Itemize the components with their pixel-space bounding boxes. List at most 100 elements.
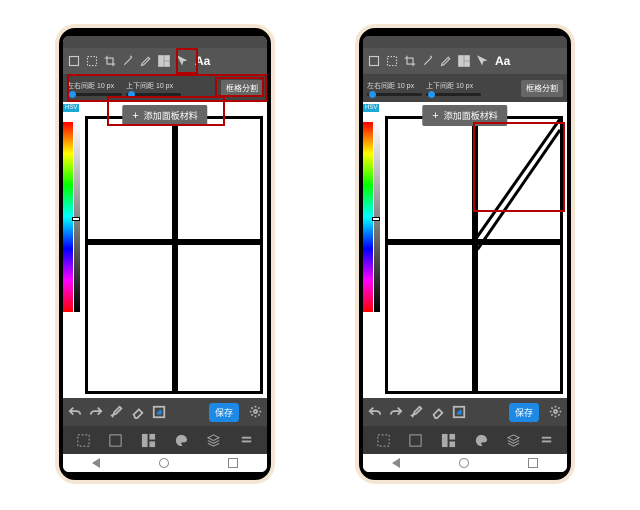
v-spacing-label: 上下间距 10 px xyxy=(426,81,481,91)
vertical-split xyxy=(172,119,178,391)
layers-icon[interactable] xyxy=(367,54,381,68)
phone-left: Aa 左右间距 10 px 上下间距 10 px 框格分割 HSV xyxy=(55,24,275,484)
settings-icon[interactable] xyxy=(249,405,263,419)
nav-recent-icon[interactable] xyxy=(228,458,238,468)
status-bar xyxy=(63,36,267,48)
brush-icon[interactable] xyxy=(109,405,124,420)
crop-icon[interactable] xyxy=(403,54,417,68)
h-spacing-group: 左右间距 10 px xyxy=(367,81,422,96)
layers2-icon[interactable] xyxy=(206,432,222,448)
settings-icon[interactable] xyxy=(549,405,563,419)
v-spacing-slider[interactable] xyxy=(126,93,181,96)
grid-split-button[interactable]: 框格分割 xyxy=(521,80,563,97)
palette-icon[interactable] xyxy=(473,432,489,448)
comic-grid[interactable] xyxy=(85,116,263,394)
bottom-bar-2 xyxy=(363,426,567,454)
panel-icon[interactable] xyxy=(141,432,157,448)
marquee-icon[interactable] xyxy=(385,54,399,68)
eraser-icon[interactable] xyxy=(130,405,145,420)
more-icon[interactable] xyxy=(239,432,255,448)
hsv-label: HSV xyxy=(363,104,379,112)
pen-icon[interactable] xyxy=(439,54,453,68)
v-spacing-label: 上下间距 10 px xyxy=(126,81,181,91)
shape-tool-icon[interactable] xyxy=(108,432,124,448)
text-tool[interactable]: Aa xyxy=(495,54,510,68)
add-panel-label: 添加面板材料 xyxy=(144,109,198,122)
text-tool[interactable]: Aa xyxy=(195,54,210,68)
slider-thumb[interactable] xyxy=(69,91,76,98)
canvas-area[interactable]: HSV xyxy=(63,102,267,398)
undo-icon[interactable] xyxy=(67,405,82,420)
panel-tool-icon[interactable] xyxy=(457,54,471,68)
layers2-icon[interactable] xyxy=(506,432,522,448)
screen-left: Aa 左右间距 10 px 上下间距 10 px 框格分割 HSV xyxy=(63,36,267,472)
brush-icon[interactable] xyxy=(409,405,424,420)
shape-tool-icon[interactable] xyxy=(408,432,424,448)
save-button[interactable]: 保存 xyxy=(509,403,539,422)
grid-split-button[interactable]: 框格分割 xyxy=(221,80,263,97)
layers-icon[interactable] xyxy=(67,54,81,68)
h-spacing-label: 左右间距 10 px xyxy=(67,81,122,91)
slider-bar: 左右间距 10 px 上下间距 10 px 框格分割 xyxy=(363,74,567,102)
pen-icon[interactable] xyxy=(139,54,153,68)
phone-notch xyxy=(140,30,190,36)
add-panel-button[interactable]: + 添加面板材料 xyxy=(122,105,207,126)
h-spacing-slider[interactable] xyxy=(367,93,422,96)
slider-thumb[interactable] xyxy=(428,91,435,98)
v-spacing-slider[interactable] xyxy=(426,93,481,96)
panel-icon[interactable] xyxy=(441,432,457,448)
nav-recent-icon[interactable] xyxy=(528,458,538,468)
slider-thumb[interactable] xyxy=(128,91,135,98)
select-tool-icon[interactable] xyxy=(375,432,391,448)
v-spacing-group: 上下间距 10 px xyxy=(426,81,481,96)
slider-thumb[interactable] xyxy=(369,91,376,98)
diagonal-split xyxy=(388,119,560,391)
lightness-bar[interactable] xyxy=(74,122,80,312)
nav-back-icon[interactable] xyxy=(392,458,400,468)
more-icon[interactable] xyxy=(539,432,555,448)
lightness-marker[interactable] xyxy=(372,217,380,221)
h-spacing-slider[interactable] xyxy=(67,93,122,96)
plus-icon: + xyxy=(432,110,438,122)
nav-home-icon[interactable] xyxy=(159,458,169,468)
lightness-bar[interactable] xyxy=(374,122,380,312)
palette-icon[interactable] xyxy=(173,432,189,448)
wand-icon[interactable] xyxy=(421,54,435,68)
color-panel xyxy=(363,112,380,312)
panel-tool-icon[interactable] xyxy=(157,54,171,68)
bottom-bar-2 xyxy=(63,426,267,454)
marquee-icon[interactable] xyxy=(85,54,99,68)
nav-back-icon[interactable] xyxy=(92,458,100,468)
plus-icon: + xyxy=(132,110,138,122)
screen-right: Aa 左右间距 10 px 上下间距 10 px 框格分割 HSV xyxy=(363,36,567,472)
add-panel-label: 添加面板材料 xyxy=(444,109,498,122)
cursor-icon[interactable] xyxy=(175,54,189,68)
android-nav xyxy=(363,454,567,472)
hsv-label: HSV xyxy=(63,104,79,112)
select-tool-icon[interactable] xyxy=(75,432,91,448)
phone-right: Aa 左右间距 10 px 上下间距 10 px 框格分割 HSV xyxy=(355,24,575,484)
comparison-stage: Aa 左右间距 10 px 上下间距 10 px 框格分割 HSV xyxy=(0,0,640,510)
v-spacing-group: 上下间距 10 px xyxy=(126,81,181,96)
status-bar xyxy=(363,36,567,48)
add-panel-button[interactable]: + 添加面板材料 xyxy=(422,105,507,126)
export-icon[interactable] xyxy=(451,405,466,420)
redo-icon[interactable] xyxy=(388,405,403,420)
crop-icon[interactable] xyxy=(103,54,117,68)
lightness-marker[interactable] xyxy=(72,217,80,221)
slider-bar: 左右间距 10 px 上下间距 10 px 框格分割 xyxy=(63,74,267,102)
export-icon[interactable] xyxy=(151,405,166,420)
eraser-icon[interactable] xyxy=(430,405,445,420)
undo-icon[interactable] xyxy=(367,405,382,420)
comic-grid[interactable] xyxy=(385,116,563,394)
cursor-icon[interactable] xyxy=(475,54,489,68)
android-nav xyxy=(63,454,267,472)
top-toolbar: Aa xyxy=(63,48,267,74)
wand-icon[interactable] xyxy=(121,54,135,68)
redo-icon[interactable] xyxy=(88,405,103,420)
save-button[interactable]: 保存 xyxy=(209,403,239,422)
nav-home-icon[interactable] xyxy=(459,458,469,468)
canvas-area[interactable]: HSV xyxy=(363,102,567,398)
top-toolbar: Aa xyxy=(363,48,567,74)
horizontal-split xyxy=(88,239,260,245)
